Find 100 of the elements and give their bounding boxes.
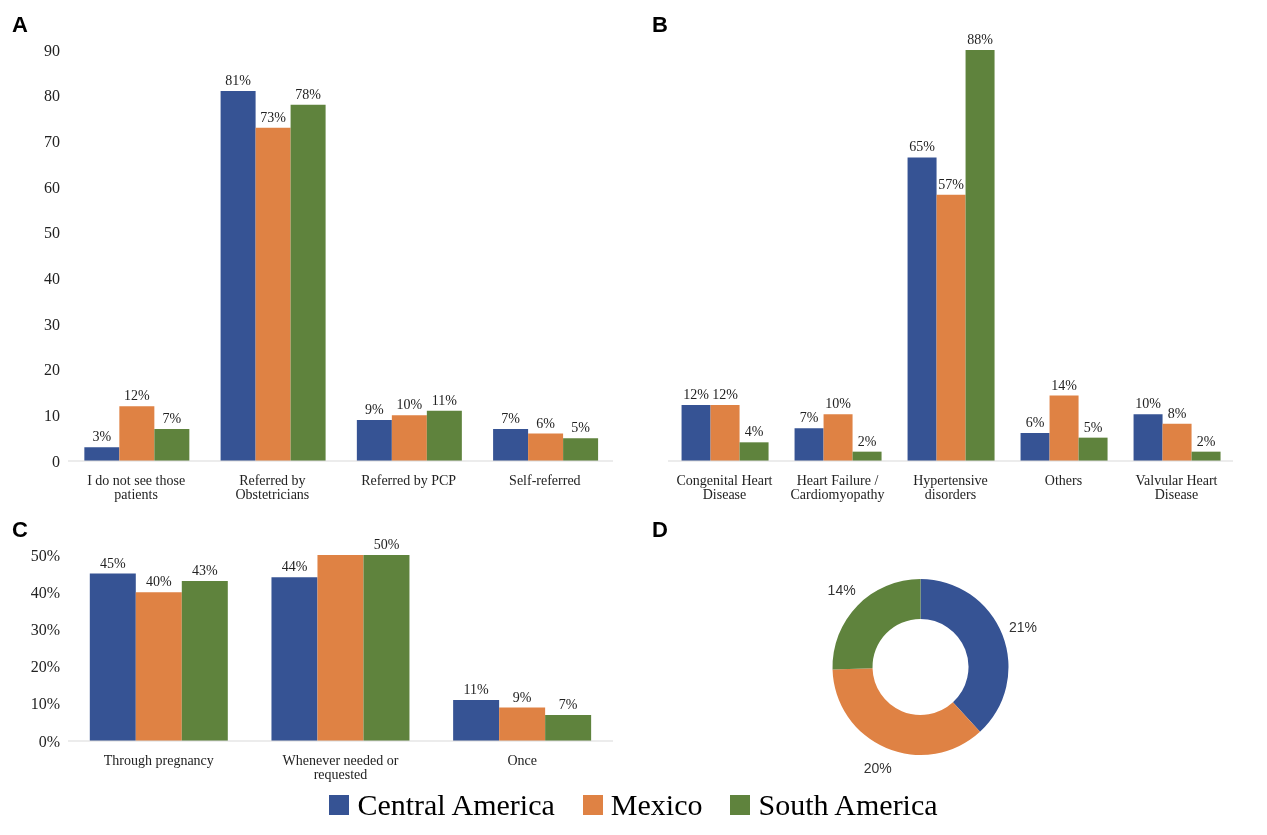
x-tick-label: Heart Failure / Cardiomyopathy — [790, 472, 885, 502]
bar — [89, 573, 136, 741]
y-tick-label: 30 — [44, 315, 60, 333]
data-label: 9% — [512, 689, 532, 705]
y-tick-label: 90 — [44, 41, 60, 59]
data-label: 50% — [373, 537, 400, 552]
bar — [545, 714, 592, 741]
data-label: 10% — [396, 397, 423, 413]
data-label: 21% — [1008, 619, 1038, 636]
y-tick-label: 60 — [44, 178, 60, 196]
x-tick-label: Others — [1044, 472, 1083, 488]
y-tick-label: 20% — [30, 658, 60, 676]
data-label: 6% — [1025, 414, 1045, 430]
bar — [356, 419, 392, 461]
bar — [965, 50, 995, 461]
bar — [391, 415, 427, 461]
donut-slice — [920, 579, 1009, 732]
bar — [563, 438, 599, 461]
data-label: 65% — [909, 139, 936, 155]
bar — [290, 104, 326, 461]
bar — [1162, 423, 1192, 461]
data-label: 6% — [536, 415, 556, 431]
y-tick-label: 50 — [44, 224, 60, 242]
data-label: 5% — [1083, 419, 1103, 435]
y-tick-label: 30% — [30, 621, 60, 639]
bar — [681, 404, 711, 461]
bar — [154, 429, 190, 461]
data-label: 81% — [225, 73, 252, 89]
y-tick-label: 10 — [44, 407, 60, 425]
bar — [739, 442, 769, 461]
data-label: 40% — [145, 574, 172, 590]
y-tick-label: 40 — [44, 270, 60, 288]
bar — [84, 447, 120, 461]
y-tick-label: 40% — [30, 583, 60, 601]
data-label: 14% — [827, 582, 856, 599]
x-tick-label: I do not see those patients — [87, 472, 186, 502]
bar — [119, 406, 155, 461]
data-label: 45% — [99, 555, 126, 571]
bar — [1078, 437, 1108, 461]
data-label: 73% — [260, 109, 287, 125]
x-tick-label: Referred by Obstetricians — [235, 472, 310, 502]
data-label: 7% — [558, 696, 578, 712]
y-tick-label: 80 — [44, 87, 60, 105]
data-label: 14% — [1051, 377, 1078, 393]
data-label: 88% — [967, 32, 994, 47]
data-label: 7% — [501, 411, 521, 427]
data-label: 5% — [571, 420, 591, 436]
bar — [794, 428, 824, 461]
bar — [181, 581, 228, 741]
data-label: 4% — [744, 424, 764, 440]
data-label: 2% — [1196, 433, 1216, 449]
y-tick-label: 10% — [30, 695, 60, 713]
bar — [220, 91, 256, 461]
data-label: 10% — [1135, 396, 1162, 412]
bar — [426, 410, 462, 461]
y-tick-label: 70 — [44, 133, 60, 151]
chart-title: B — [652, 12, 668, 38]
y-tick-label: 50% — [30, 546, 60, 564]
bar — [907, 157, 937, 461]
bar — [135, 592, 182, 741]
legend-label: Central America — [357, 788, 555, 822]
data-label: 11% — [463, 682, 490, 698]
bar — [1049, 395, 1079, 461]
data-label: 3% — [92, 429, 112, 445]
bar — [710, 404, 740, 461]
data-label: 12% — [712, 386, 739, 402]
bar — [453, 700, 500, 741]
bar — [1020, 432, 1050, 461]
x-tick-label: Congenital Heart Disease — [676, 472, 773, 502]
data-label: 2% — [857, 433, 877, 449]
y-tick-label: 0% — [38, 732, 60, 750]
x-tick-label: Self-referred — [509, 472, 581, 488]
bar — [1133, 414, 1163, 461]
x-tick-label: Referred by PCP — [361, 472, 457, 488]
bar — [493, 429, 529, 461]
legend-label: Mexico — [610, 788, 703, 822]
bar — [317, 555, 364, 741]
data-label: 12% — [124, 388, 151, 404]
data-label: 9% — [365, 401, 385, 417]
data-label: 11% — [431, 392, 458, 408]
x-tick-label: Once — [507, 752, 537, 768]
bar — [363, 555, 410, 741]
data-label: 78% — [295, 86, 322, 102]
bar — [823, 414, 853, 461]
x-tick-label: Hypertensive disorders — [913, 472, 988, 502]
y-tick-label: 20 — [44, 361, 60, 379]
data-label: 43% — [191, 563, 218, 579]
data-label: 10% — [825, 396, 852, 412]
chart-title: D — [652, 517, 668, 543]
x-tick-label: Whenever needed or requested — [282, 752, 399, 782]
data-label: 7% — [799, 410, 819, 426]
legend-label: South America — [758, 788, 938, 822]
data-label: 8% — [1167, 405, 1187, 421]
donut-slice — [832, 668, 980, 755]
x-tick-label: Through pregnancy — [103, 752, 214, 768]
bar — [936, 194, 966, 461]
bar — [528, 433, 564, 461]
data-label: 57% — [938, 176, 965, 192]
data-label: 12% — [683, 386, 710, 402]
bar — [255, 127, 291, 461]
